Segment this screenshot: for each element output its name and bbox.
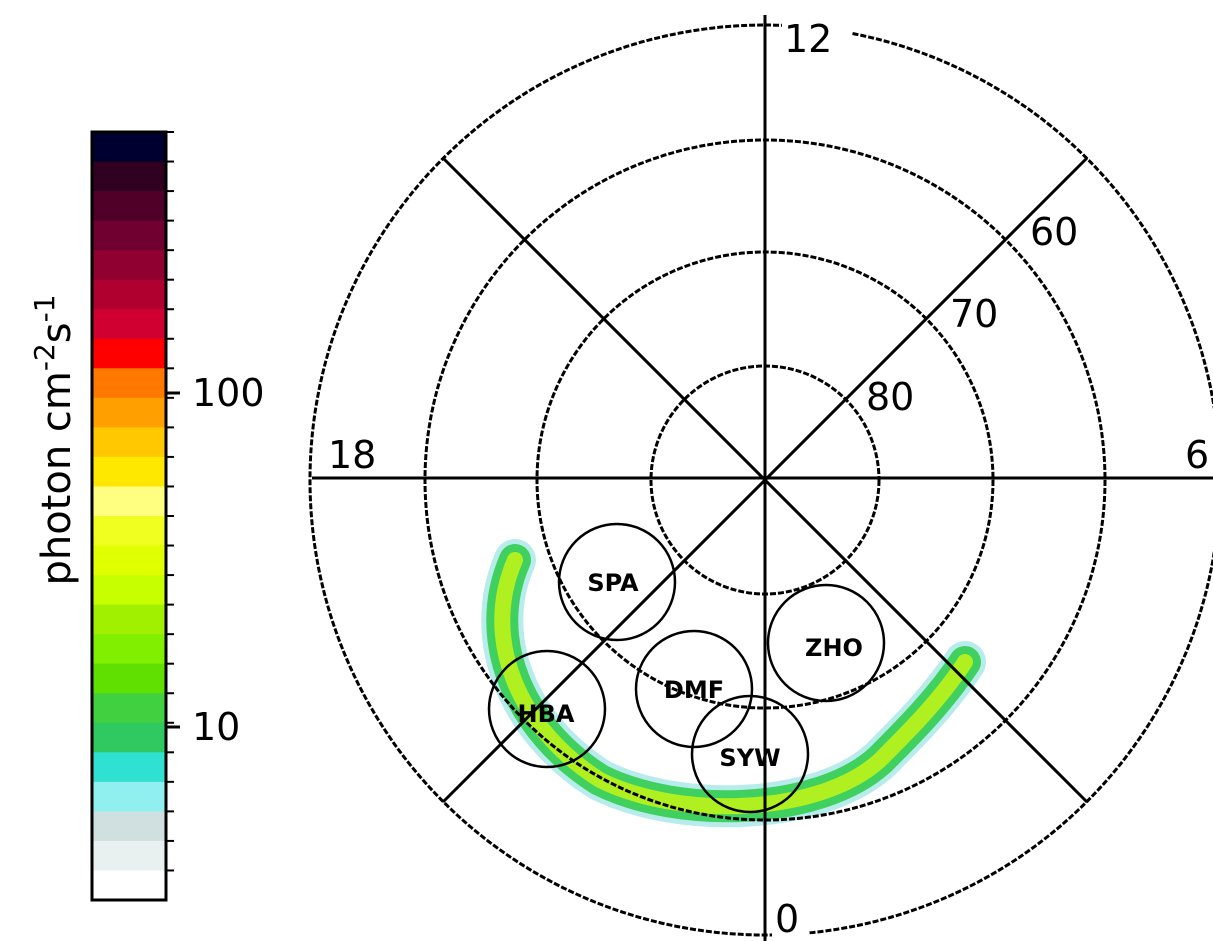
colorbar-band: [92, 516, 166, 546]
colorbar-tick-label: 100: [192, 371, 265, 415]
station-label: SPA: [587, 569, 639, 597]
station-label: HBA: [518, 700, 575, 728]
colorbar-tick-label: 10: [192, 705, 240, 749]
colorbar-band: [92, 752, 166, 782]
station-label: DMF: [664, 676, 724, 704]
lat-label: 80: [866, 375, 914, 419]
colorbar-band: [92, 664, 166, 694]
colorbar-band: [92, 870, 166, 900]
colorbar-band: [92, 427, 166, 457]
station-label: SYW: [719, 744, 780, 772]
colorbar-band: [92, 575, 166, 605]
colorbar-band: [92, 605, 166, 635]
colorbar-band: [92, 811, 166, 841]
colorbar-band: [92, 191, 166, 221]
colorbar-band: [92, 250, 166, 280]
colorbar-band: [92, 634, 166, 664]
colorbar-band: [92, 398, 166, 428]
label-sup: -1: [28, 294, 61, 322]
auroral-image: photon cm-2s-1 100 10 12 6 0 18 60 70 80…: [0, 0, 1213, 941]
mlt-label: 6: [1185, 433, 1209, 477]
colorbar-band: [92, 546, 166, 576]
colorbar-band: [92, 841, 166, 871]
mlt-label: 18: [328, 433, 376, 477]
colorbar-band: [92, 368, 166, 398]
colorbar-band: [92, 162, 166, 192]
colorbar-band: [92, 782, 166, 812]
polar-plot: [310, 15, 1213, 941]
station-label: ZHO: [805, 634, 863, 662]
lat-label: 70: [950, 292, 998, 336]
mlt-label: 12: [784, 17, 832, 61]
colorbar-band: [92, 457, 166, 487]
colorbar-band: [92, 339, 166, 369]
label-text: s: [34, 322, 80, 343]
colorbar-band: [92, 486, 166, 516]
mlt-label: 0: [775, 897, 799, 941]
colorbar-band: [92, 221, 166, 251]
colorbar-band: [92, 280, 166, 310]
label-sup: -2: [28, 343, 61, 371]
colorbar-band: [92, 723, 166, 753]
colorbar-band: [92, 693, 166, 723]
lat-label: 60: [1030, 210, 1078, 254]
colorbar: [92, 132, 180, 901]
colorbar-label: photon cm-2s-1: [28, 294, 80, 585]
label-text: photon cm: [34, 371, 80, 585]
colorbar-band: [92, 132, 166, 162]
colorbar-band: [92, 309, 166, 339]
